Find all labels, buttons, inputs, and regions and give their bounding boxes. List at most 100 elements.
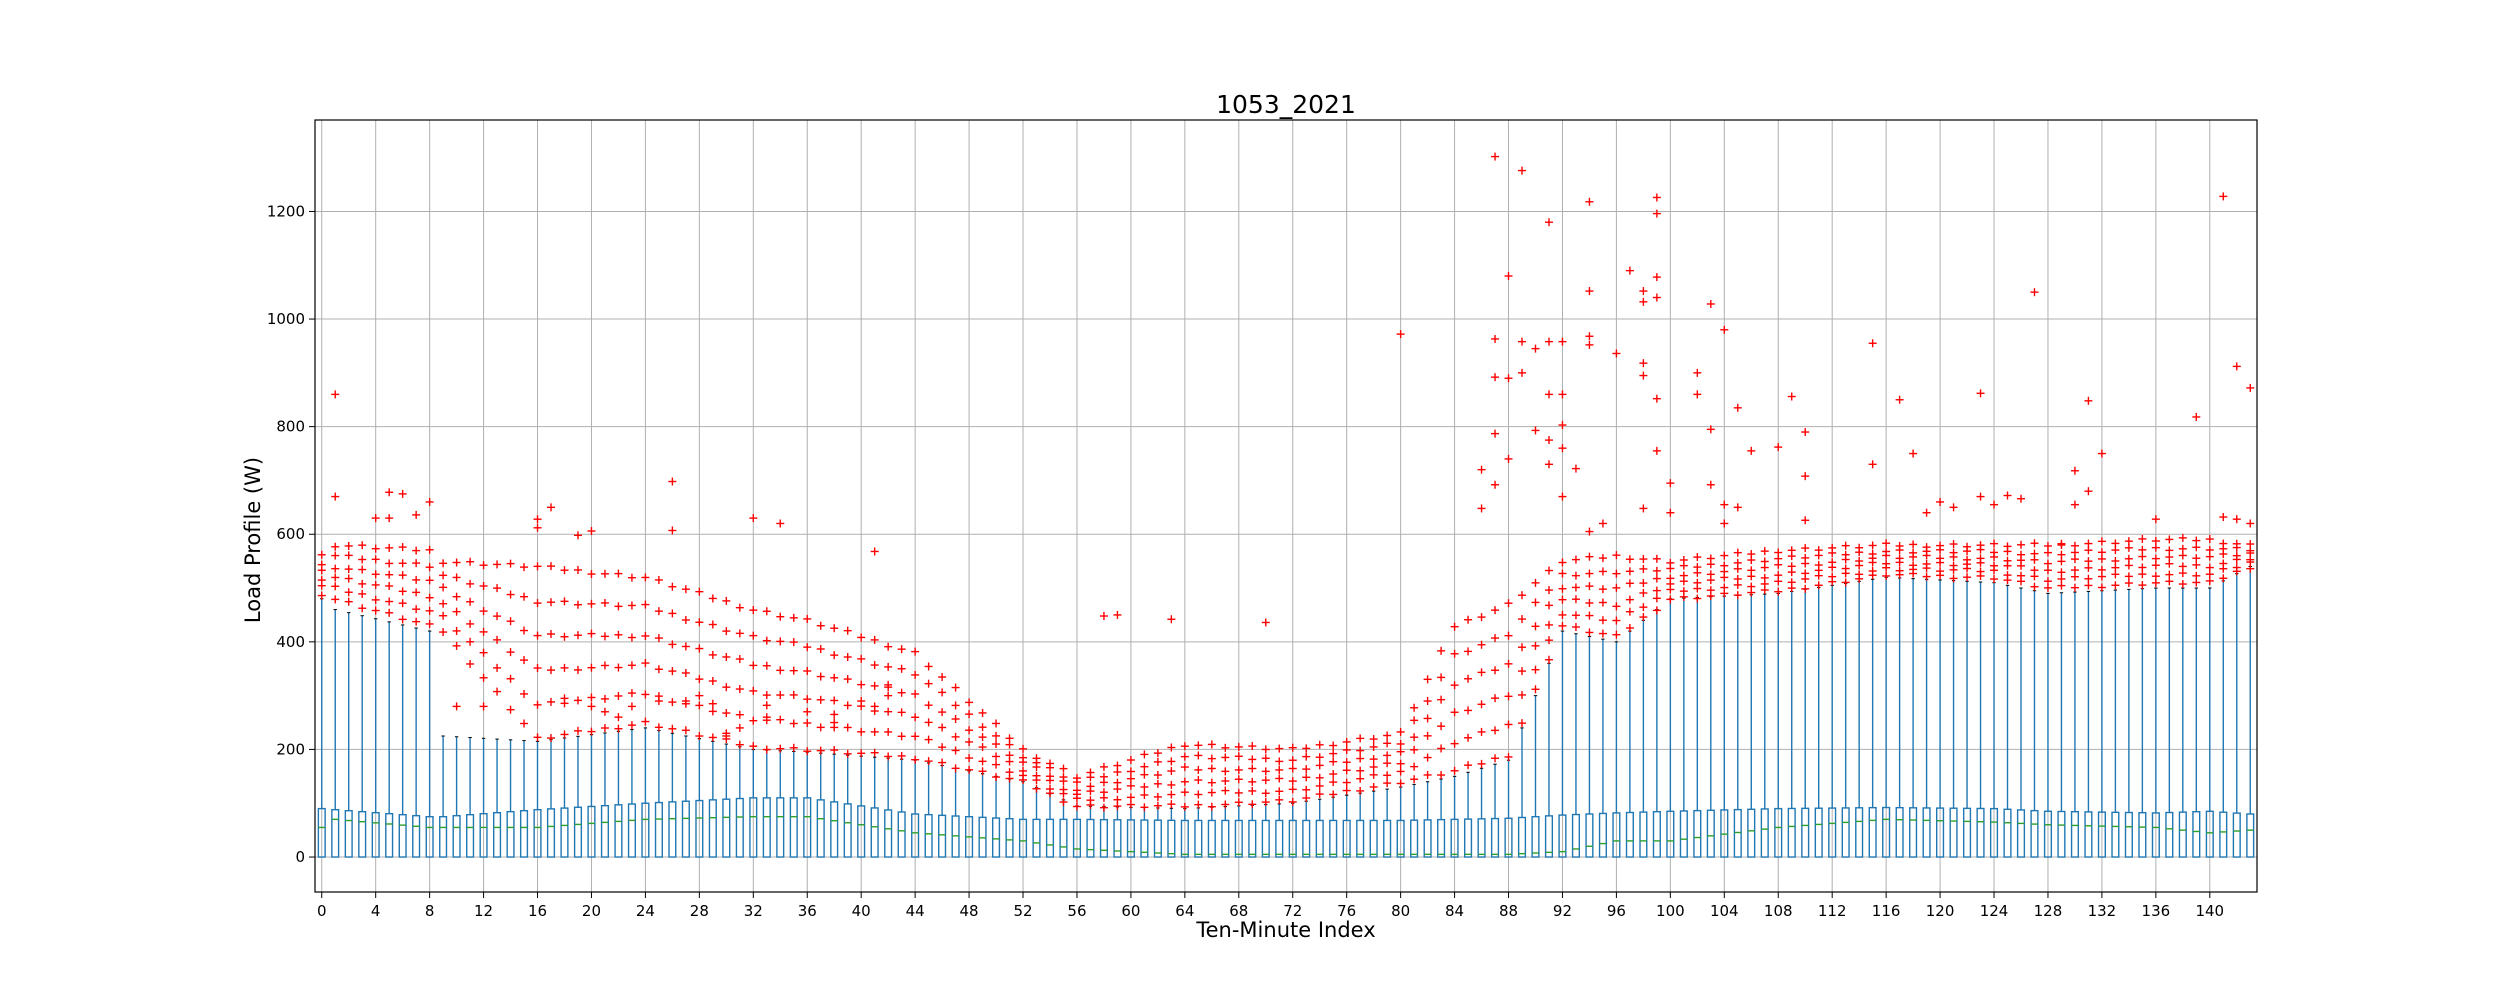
- outlier-marker: [1666, 595, 1675, 604]
- outlier-marker: [452, 641, 461, 650]
- x-tick-label: 48: [960, 902, 979, 920]
- box: [654, 730, 663, 858]
- outlier-marker: [1693, 553, 1702, 562]
- outlier-marker: [735, 710, 744, 719]
- outlier-marker: [681, 585, 690, 594]
- outlier-marker: [1598, 629, 1607, 638]
- box: [1895, 577, 1904, 858]
- box-iqr: [479, 812, 488, 858]
- x-tick-label: 140: [2195, 902, 2224, 920]
- outlier-marker: [1383, 731, 1392, 740]
- outlier-marker: [1383, 759, 1392, 768]
- outlier-marker: [1571, 595, 1580, 604]
- outlier-marker: [1275, 757, 1284, 766]
- outlier-marker: [1329, 790, 1338, 799]
- outlier-marker: [493, 560, 502, 569]
- box-iqr: [2205, 810, 2214, 858]
- outlier-marker: [385, 514, 394, 523]
- x-tick-label: 0: [317, 902, 327, 920]
- outlier-marker: [965, 698, 974, 707]
- box: [1936, 579, 1945, 858]
- outlier-marker: [938, 688, 947, 697]
- box-iqr: [1153, 819, 1162, 858]
- outlier-marker: [358, 565, 367, 574]
- outlier-marker: [857, 633, 866, 642]
- outlier-marker: [1882, 539, 1891, 548]
- outlier-marker: [371, 544, 380, 553]
- outlier-marker: [1504, 599, 1513, 608]
- box-iqr: [385, 812, 394, 858]
- outlier-marker: [735, 740, 744, 749]
- y-tick-label: 600: [276, 525, 305, 543]
- outlier-marker: [668, 477, 677, 486]
- box-iqr: [1369, 819, 1378, 858]
- outlier-marker: [1625, 595, 1634, 604]
- outlier-marker: [1248, 755, 1257, 764]
- outlier-marker: [1639, 564, 1648, 573]
- outlier-marker: [965, 726, 974, 735]
- outlier-marker: [1909, 449, 1918, 458]
- box-iqr: [1922, 807, 1931, 858]
- x-tick-label: 56: [1067, 902, 1086, 920]
- outlier-marker: [1558, 621, 1567, 630]
- box-iqr: [1747, 808, 1756, 858]
- outlier-marker: [547, 734, 556, 743]
- box: [870, 756, 879, 858]
- outlier-marker: [1113, 778, 1122, 787]
- outlier-marker: [1491, 480, 1500, 489]
- outlier-marker: [1652, 273, 1661, 282]
- box-iqr: [2111, 811, 2120, 858]
- y-tick-label: 800: [276, 418, 305, 436]
- outlier-marker: [1437, 695, 1446, 704]
- outlier-marker: [1477, 465, 1486, 474]
- outlier-marker: [614, 713, 623, 722]
- outlier-series: [317, 152, 2255, 812]
- outlier-marker: [2016, 571, 2025, 580]
- box: [1221, 806, 1230, 858]
- box: [1787, 590, 1796, 858]
- outlier-marker: [573, 565, 582, 574]
- outlier-marker: [2138, 563, 2147, 572]
- outlier-marker: [371, 595, 380, 604]
- outlier-marker: [1032, 754, 1041, 763]
- box: [452, 736, 461, 858]
- outlier-marker: [1706, 425, 1715, 434]
- outlier-marker: [2246, 519, 2255, 528]
- outlier-marker: [2084, 396, 2093, 405]
- outlier-marker: [2138, 534, 2147, 543]
- outlier-marker: [1369, 770, 1378, 779]
- outlier-marker: [668, 667, 677, 676]
- box: [1976, 581, 1985, 858]
- outlier-marker: [1248, 764, 1257, 773]
- outlier-marker: [2165, 570, 2174, 579]
- outlier-marker: [1639, 613, 1648, 622]
- outlier-marker: [1544, 566, 1553, 575]
- box-iqr: [627, 803, 636, 858]
- x-tick-label: 32: [744, 902, 763, 920]
- outlier-marker: [2192, 412, 2201, 421]
- box: [560, 737, 569, 858]
- outlier-marker: [951, 701, 960, 710]
- outlier-marker: [1774, 571, 1783, 580]
- outlier-marker: [1679, 571, 1688, 580]
- outlier-marker: [1666, 558, 1675, 567]
- box: [2003, 584, 2012, 858]
- outlier-marker: [803, 614, 812, 623]
- outlier-marker: [1504, 692, 1513, 701]
- outlier-marker: [1140, 803, 1149, 812]
- outlier-marker: [398, 615, 407, 624]
- box: [776, 750, 785, 858]
- outlier-marker: [1693, 563, 1702, 572]
- outlier-marker: [1194, 790, 1203, 799]
- outlier-marker: [965, 765, 974, 774]
- outlier-marker: [1464, 615, 1473, 624]
- outlier-marker: [1302, 752, 1311, 761]
- outlier-marker: [1261, 776, 1270, 785]
- outlier-marker: [627, 601, 636, 610]
- outlier-marker: [857, 680, 866, 689]
- outlier-marker: [1558, 610, 1567, 619]
- outlier-marker: [1855, 543, 1864, 552]
- outlier-marker: [776, 612, 785, 621]
- box-iqr: [1410, 819, 1419, 858]
- outlier-marker: [547, 503, 556, 512]
